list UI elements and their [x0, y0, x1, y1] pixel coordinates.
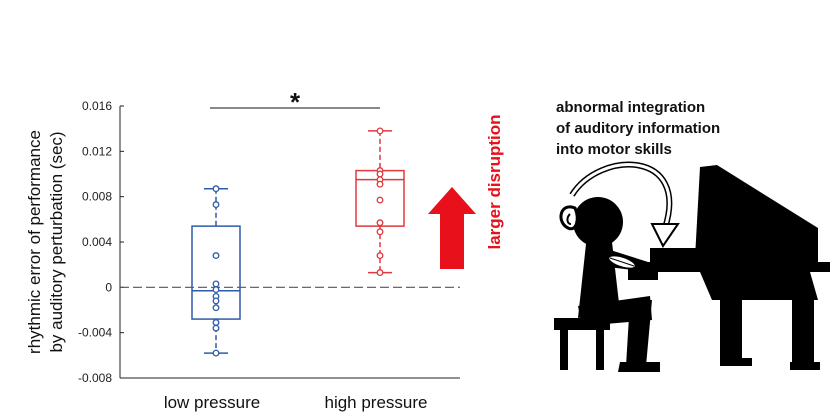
y-tick-label: -0.008	[78, 371, 112, 385]
arrow-label: larger disruption	[485, 114, 504, 249]
y-tick-label: 0.004	[82, 235, 112, 249]
data-point	[376, 228, 384, 236]
data-point	[212, 185, 220, 193]
pianist-silhouette-icon	[554, 161, 830, 372]
x-category-label: high pressure	[324, 393, 427, 412]
y-axis-label-line-1: rhythmic error of performance	[25, 130, 44, 354]
data-point	[212, 201, 220, 209]
data-point	[376, 170, 384, 178]
data-point	[212, 349, 220, 357]
x-category-label: low pressure	[164, 393, 260, 412]
data-point	[376, 219, 384, 227]
data-point	[212, 297, 220, 305]
y-tick-label: 0.008	[82, 190, 112, 204]
data-point	[212, 324, 220, 332]
annotation-line-2: of auditory information	[556, 120, 720, 137]
y-tick-label: 0.016	[82, 99, 112, 113]
y-tick-label: -0.004	[78, 326, 112, 340]
data-point	[376, 127, 384, 135]
data-point	[212, 280, 220, 288]
data-point	[376, 269, 384, 277]
annotation-line-3: into motor skills	[556, 141, 672, 158]
data-point	[212, 304, 220, 312]
significance-star: *	[290, 87, 301, 117]
box-plot: rhythmic error of performance by auditor…	[25, 87, 460, 412]
data-point	[376, 196, 384, 204]
data-point	[212, 252, 220, 260]
y-tick-label: 0.012	[82, 144, 112, 158]
data-point	[376, 252, 384, 260]
data-point	[376, 180, 384, 188]
up-arrow-icon	[428, 187, 476, 269]
y-axis-label-line-2: by auditory perturbation (sec)	[47, 131, 66, 352]
chart-plot-area: -0.008 -0.004 0 0.004 0.008 0.012 0.016 low pre…	[78, 99, 460, 412]
data-point	[212, 286, 220, 294]
y-tick-label: 0	[105, 280, 112, 294]
annotation-line-1: abnormal integration	[556, 99, 705, 116]
data-point	[212, 319, 220, 326]
